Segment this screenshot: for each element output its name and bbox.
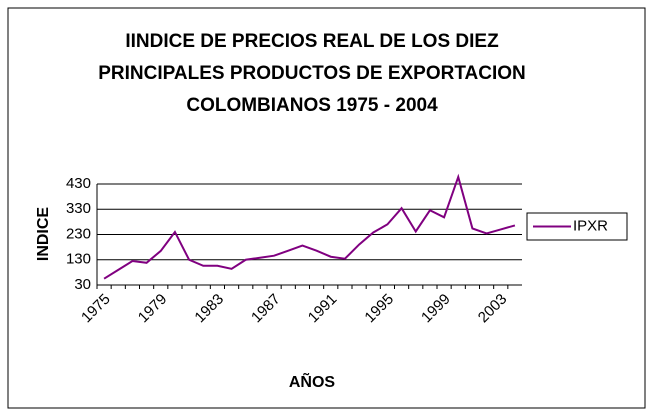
data-line — [103, 173, 516, 280]
y-tick-label: 330 — [66, 200, 91, 217]
y-tick-label: 430 — [66, 175, 91, 192]
y-tick-label: 230 — [66, 225, 91, 242]
chart-title: COLOMBIANOS 1975 - 2004 — [186, 95, 438, 116]
chart-title: IINDICE DE PRECIOS REAL DE LOS DIEZ — [125, 31, 499, 52]
legend-label: IPXR — [573, 217, 608, 234]
y-tick-label: 30 — [74, 276, 91, 293]
y-tick-label: 130 — [66, 251, 91, 268]
x-axis-label: AÑOS — [289, 371, 336, 391]
chart-title: PRINCIPALES PRODUCTOS DE EXPORTACION — [98, 63, 526, 84]
chart-border — [7, 7, 646, 409]
y-axis-label: INDICE — [35, 207, 52, 262]
